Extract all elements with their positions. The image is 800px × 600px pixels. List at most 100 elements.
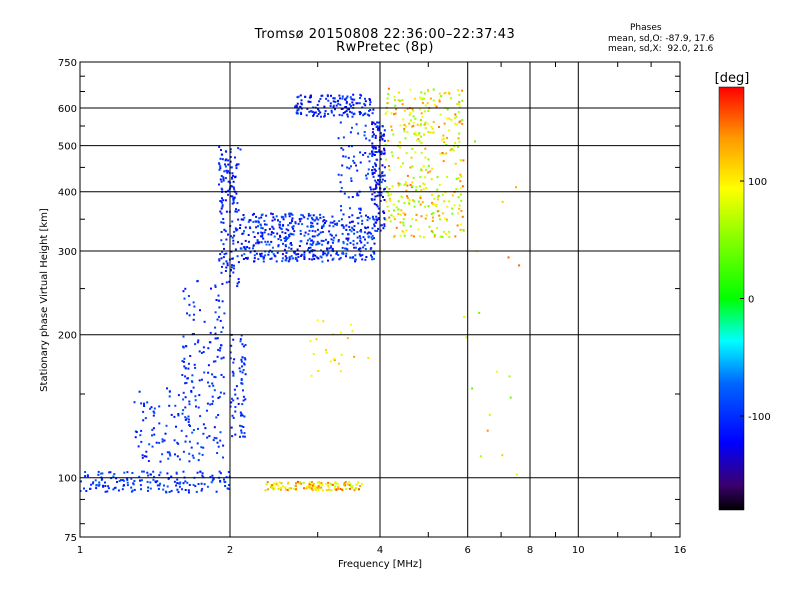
data-point (335, 252, 338, 255)
data-point (415, 213, 418, 216)
data-point (83, 487, 85, 490)
data-point (367, 226, 369, 229)
data-point (378, 145, 381, 148)
data-point (232, 416, 235, 419)
data-point (423, 183, 426, 186)
data-point (147, 486, 150, 489)
data-point (343, 482, 346, 485)
data-point (371, 171, 374, 174)
data-point (190, 390, 193, 392)
data-point (280, 482, 283, 485)
data-point (353, 489, 356, 492)
data-point (158, 441, 161, 444)
data-point (318, 233, 321, 236)
data-point (194, 366, 197, 369)
data-point (201, 453, 204, 456)
data-point (372, 165, 374, 168)
data-point (218, 258, 221, 261)
data-point (179, 458, 181, 461)
data-point (311, 249, 314, 251)
data-point (351, 226, 354, 229)
data-point (436, 227, 438, 230)
data-point (346, 95, 349, 98)
data-point (350, 230, 353, 233)
data-point (225, 252, 228, 255)
data-point (296, 102, 299, 105)
data-point (309, 246, 312, 249)
data-point (227, 471, 230, 473)
data-point (231, 236, 234, 239)
data-point (147, 460, 150, 462)
data-point (284, 235, 287, 238)
data-point (216, 452, 219, 454)
data-point (351, 484, 354, 487)
data-point (353, 161, 356, 164)
data-point (375, 184, 378, 187)
data-point (241, 343, 244, 346)
data-point (300, 113, 303, 115)
data-point (212, 384, 215, 387)
data-point (348, 487, 351, 490)
data-point (283, 248, 286, 251)
data-point (241, 365, 243, 368)
data-point (296, 96, 299, 99)
data-point (218, 259, 221, 262)
data-point (248, 240, 250, 243)
data-point (234, 406, 237, 408)
data-point (306, 107, 309, 110)
data-point (303, 487, 305, 490)
data-point (461, 89, 464, 92)
data-point (372, 217, 375, 220)
data-point (339, 331, 342, 334)
data-point (317, 485, 320, 488)
data-point (140, 402, 143, 405)
data-point (441, 138, 443, 141)
data-point (337, 239, 340, 242)
data-point (217, 348, 220, 351)
data-point (296, 480, 299, 483)
data-point (318, 109, 321, 112)
data-point (177, 491, 180, 494)
data-point (150, 406, 153, 409)
data-point (325, 489, 328, 492)
data-point (341, 246, 344, 249)
data-point (229, 195, 232, 198)
data-point (371, 234, 374, 237)
data-point (220, 271, 223, 274)
data-point (359, 151, 362, 154)
data-point (361, 254, 364, 257)
data-point (231, 172, 234, 175)
data-point (321, 489, 324, 492)
data-point (359, 230, 362, 232)
data-point (214, 332, 217, 335)
data-point (299, 232, 302, 235)
data-point (152, 427, 155, 430)
data-point (230, 426, 233, 429)
data-point (297, 256, 300, 258)
data-point (370, 232, 373, 235)
data-point (121, 488, 124, 491)
data-point (322, 223, 325, 226)
data-point (449, 149, 452, 152)
data-point (226, 171, 229, 174)
data-point (232, 338, 235, 341)
data-point (288, 256, 291, 259)
y-tick-label: 100 (58, 474, 77, 485)
data-point (350, 111, 353, 114)
data-point (271, 219, 274, 222)
data-point (272, 216, 275, 219)
data-point (374, 136, 377, 139)
x-tick-label: 4 (377, 545, 383, 556)
data-point (175, 484, 178, 487)
data-point (369, 101, 372, 104)
data-point (236, 285, 239, 288)
data-point (371, 123, 374, 126)
data-point (430, 178, 433, 181)
data-point (223, 312, 226, 315)
data-point (365, 214, 367, 217)
data-point (231, 397, 233, 400)
data-point (222, 262, 225, 265)
data-point (192, 483, 195, 486)
data-point (311, 218, 314, 221)
data-point (219, 200, 222, 202)
